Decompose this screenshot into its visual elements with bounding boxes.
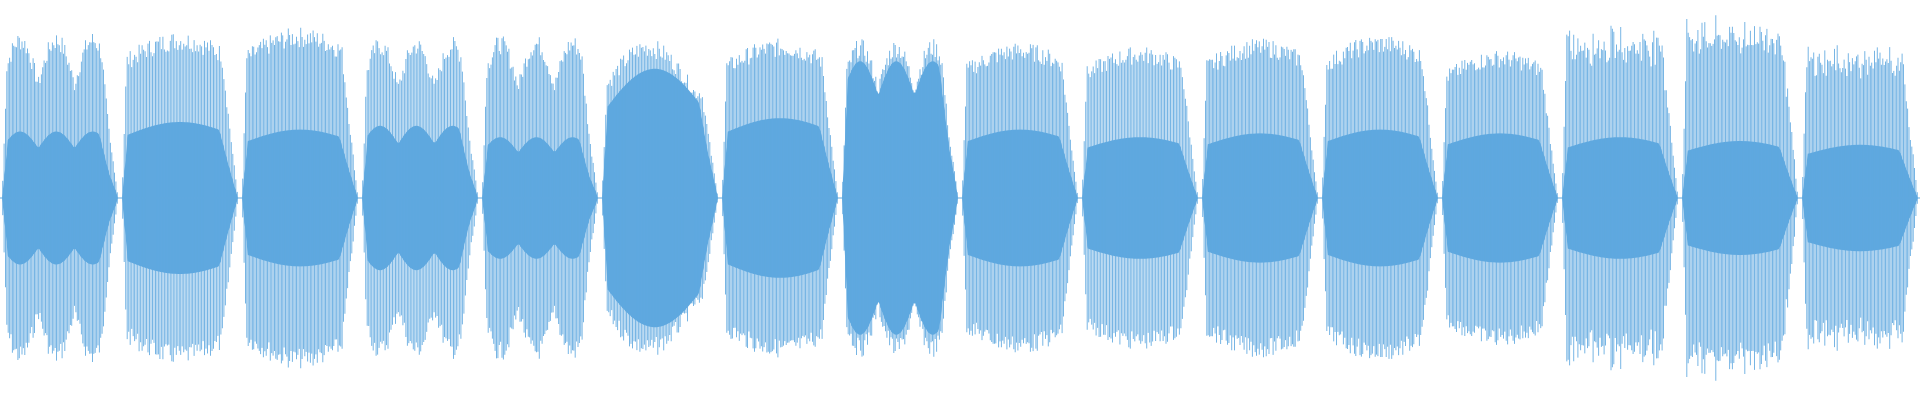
audio-waveform	[0, 15, 1920, 381]
waveform-view	[0, 15, 1920, 381]
